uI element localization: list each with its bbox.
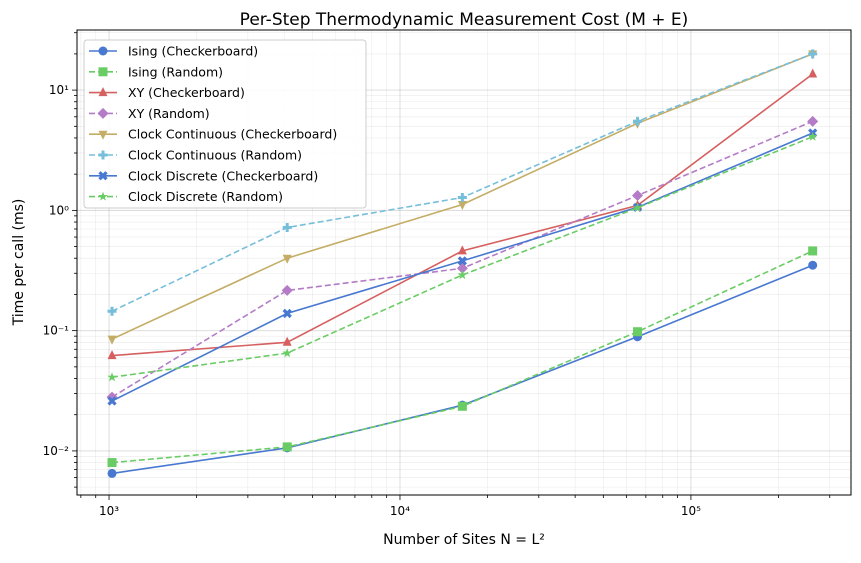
data-point [807,115,819,127]
data-point [281,284,293,296]
series-layer [106,49,819,478]
data-point [107,335,117,345]
data-point [808,49,818,59]
data-point [807,131,818,141]
series-line [111,264,814,475]
data-point [457,245,467,255]
ticks: 10³ 10⁴ 10⁵ 10⁻² 10⁻¹ 10⁰ 10¹ [43,32,831,518]
legend-marker [98,171,108,181]
legend-label: XY (Checkerboard) [128,85,245,100]
x-tick-label: 10⁵ [681,504,701,518]
legend-marker [98,191,108,201]
series-ising-random [107,246,818,468]
y-tick-label: 10⁻² [43,444,70,458]
data-point [107,458,117,468]
series-clock-discrete-random [107,131,818,382]
data-point [107,396,117,406]
legend-marker [98,46,108,56]
data-point [457,270,468,280]
legend-label: Clock Continuous (Random) [128,148,302,163]
legend-label: Clock Discrete (Checkerboard) [128,168,318,183]
data-point [282,254,292,264]
x-tick-label: 10³ [99,504,119,518]
legend-label: Ising (Random) [128,64,223,79]
data-point [457,192,467,202]
data-point [457,401,467,411]
data-point [107,350,117,360]
data-point [457,256,467,266]
x-tick-label: 10⁴ [390,504,410,518]
data-point [282,348,292,358]
series-ising-checkerboard [107,260,818,478]
data-point [633,116,643,126]
data-point [456,262,468,274]
legend-label: XY (Random) [128,106,210,121]
data-point [282,442,292,452]
data-point [282,336,292,346]
data-point [107,468,117,478]
legend: Ising (Checkerboard) Ising (Random) XY (Ch… [83,39,367,209]
data-point [632,202,643,212]
data-point [457,200,467,210]
legend-marker [97,107,109,119]
data-point [632,189,644,201]
data-point [808,260,818,270]
data-point [808,246,818,256]
legend-label: Clock Discrete (Random) [128,189,283,204]
y-axis-label: Time per call (ms) [11,199,27,327]
data-point [282,223,292,233]
y-tick-label: 10⁻¹ [43,324,70,338]
plot-frame [76,29,852,496]
legend-label: Clock Continuous (Checkerboard) [128,127,337,142]
y-tick-label: 10¹ [49,83,69,97]
series-clock-continuous-random [107,49,818,316]
legend-marker [98,87,108,97]
data-point [107,306,117,316]
series-xy-random [106,115,819,403]
data-point [633,327,643,337]
legend-label: Ising (Checkerboard) [128,44,258,59]
legend-marker [98,130,108,140]
legend-marker [98,150,108,160]
y-tick-label: 10⁰ [49,203,69,217]
data-point [282,308,292,319]
data-point [808,68,818,78]
chart-title: Per-Step Thermodynamic Measurement Cost … [240,10,689,30]
x-axis-label: Number of Sites N = L² [383,532,545,548]
legend-box [83,39,367,209]
series-line [111,250,814,464]
legend-marker [98,67,108,77]
series-line [111,135,814,378]
data-point [107,372,117,382]
